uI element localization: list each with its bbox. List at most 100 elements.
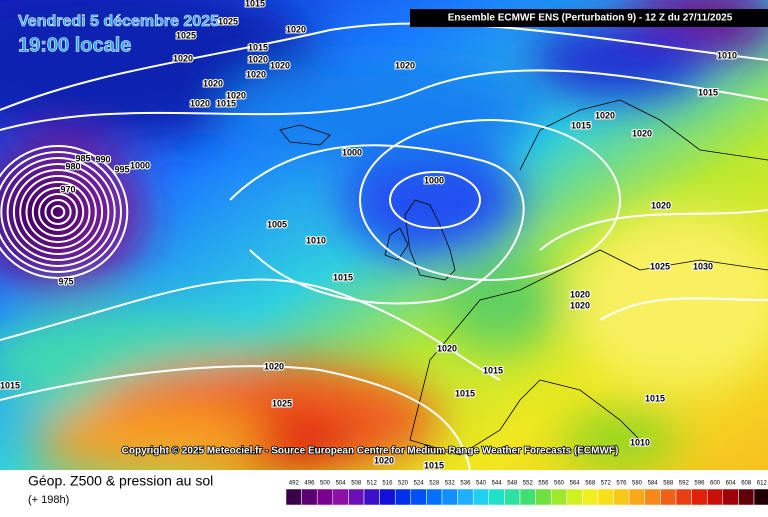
isobar-label: 1020 — [264, 361, 284, 371]
scale-label: 540 — [476, 481, 487, 487]
isobar-label: 1020 — [570, 289, 590, 299]
isobar-label: 1020 — [570, 300, 590, 310]
scale-swatch — [722, 488, 739, 506]
isobar-label: 1025 — [272, 398, 292, 408]
scale-label: 548 — [507, 481, 518, 487]
scale-label: 564 — [570, 481, 581, 487]
isobar-label: 1025 — [650, 261, 670, 271]
isobar-label: 995 — [114, 164, 129, 174]
scale-swatch — [394, 488, 412, 506]
isobar-label: 1025 — [176, 30, 196, 40]
scale-swatch — [566, 488, 583, 506]
isobar-label: 1020 — [651, 200, 671, 210]
isobar-label: 1020 — [270, 60, 290, 70]
scale-swatch — [738, 488, 755, 506]
isobar-label: 1030 — [693, 261, 713, 271]
isobar-label: 1020 — [203, 78, 223, 88]
time-label: 19:00 locale — [18, 34, 131, 56]
isobar-label: 1015 — [333, 272, 353, 282]
scale-swatch — [332, 488, 349, 506]
scale-label: 604 — [726, 481, 737, 487]
isobar-label: 1020 — [286, 24, 306, 34]
isobar-label: 975 — [58, 276, 73, 286]
scale-swatch — [348, 488, 365, 506]
scale-swatch — [597, 488, 614, 506]
scale-label: 560 — [554, 481, 565, 487]
scale-label: 600 — [710, 481, 721, 487]
isobar-ring — [12, 169, 104, 255]
isobar-label: 1015 — [0, 380, 20, 390]
isobar-label: 1020 — [173, 53, 193, 63]
isobar-label: 1010 — [306, 235, 326, 245]
scale-label: 496 — [304, 481, 315, 487]
isobar-label: 970 — [60, 184, 75, 194]
scale-swatch — [675, 488, 692, 506]
isobar-label: 1010 — [630, 437, 650, 447]
scale-swatch — [504, 488, 521, 506]
scale-label: 592 — [679, 481, 690, 487]
isobar-label: 1000 — [130, 160, 150, 170]
isobar-ring — [44, 199, 72, 225]
scale-label: 504 — [336, 481, 347, 487]
scale-swatch — [316, 488, 334, 506]
isobar-label: 1020 — [246, 69, 266, 79]
scale-label: 512 — [367, 481, 378, 487]
isobar-label: 1015 — [698, 87, 718, 97]
coastlines — [279, 99, 768, 456]
scale-label: 572 — [601, 481, 612, 487]
scale-swatch — [472, 488, 490, 506]
color-scale: 492 496 500 504 508 512 516 520 524 528 532 536 540 5… — [285, 481, 768, 506]
scale-swatch — [441, 488, 458, 506]
scale-label: 556 — [538, 481, 549, 487]
isobar-label: 1020 — [248, 54, 268, 64]
isobar-ring — [31, 187, 85, 237]
isobar-label: 1015 — [424, 460, 444, 470]
scale-swatch — [363, 488, 380, 506]
footer-title: Géop. Z500 & pression au sol — [28, 473, 213, 489]
isobar-label: 1020 — [632, 128, 652, 138]
footer-subtitle: (+ 198h) — [28, 494, 69, 506]
scale-swatch — [519, 488, 536, 506]
isobar-ring — [38, 193, 78, 231]
isobar-ring — [0, 157, 116, 267]
scale-swatch — [410, 488, 427, 506]
scale-swatch — [582, 488, 599, 506]
scale-swatch — [660, 488, 677, 506]
scale-label: 596 — [694, 481, 705, 487]
scale-swatch — [550, 488, 568, 506]
scale-label: 584 — [648, 481, 659, 487]
isobar-ring — [0, 151, 122, 273]
scale-label: 568 — [585, 481, 596, 487]
scale-label: 552 — [523, 481, 534, 487]
scale-swatch — [753, 488, 768, 506]
scale-swatch — [285, 488, 302, 506]
model-banner — [410, 9, 768, 27]
isobar-label: 1005 — [267, 219, 287, 229]
scale-swatch — [301, 488, 318, 506]
isobar-label: 1010 — [717, 50, 737, 60]
scale-label: 516 — [382, 481, 393, 487]
isobar-label: 1020 — [226, 90, 246, 100]
isobars — [0, 22, 768, 471]
scale-swatch — [457, 488, 474, 506]
isobar-ring — [0, 145, 129, 279]
scale-swatch — [706, 488, 724, 506]
isobar-label: 1015 — [216, 98, 236, 108]
model-info: Ensemble ECMWF ENS (Perturbation 9) - 12… — [448, 13, 733, 24]
isobar-label: 1015 — [483, 365, 503, 375]
scale-label: 608 — [741, 481, 752, 487]
isobar-ring — [50, 205, 66, 219]
scale-swatch — [644, 488, 661, 506]
isobar-label: 1015 — [455, 388, 475, 398]
scale-label: 500 — [320, 481, 331, 487]
isobar-label: 980 — [65, 161, 80, 171]
isobar-ring — [25, 181, 91, 243]
scale-swatch — [379, 488, 396, 506]
isobar-label: 1025 — [218, 16, 238, 26]
copyright: Copyright © 2025 Meteociel.fr - Source E… — [122, 446, 619, 457]
scale-label: 576 — [616, 481, 627, 487]
isobar-label: 1020 — [395, 60, 415, 70]
isobar-label: 1015 — [248, 42, 268, 52]
scale-label: 588 — [663, 481, 674, 487]
